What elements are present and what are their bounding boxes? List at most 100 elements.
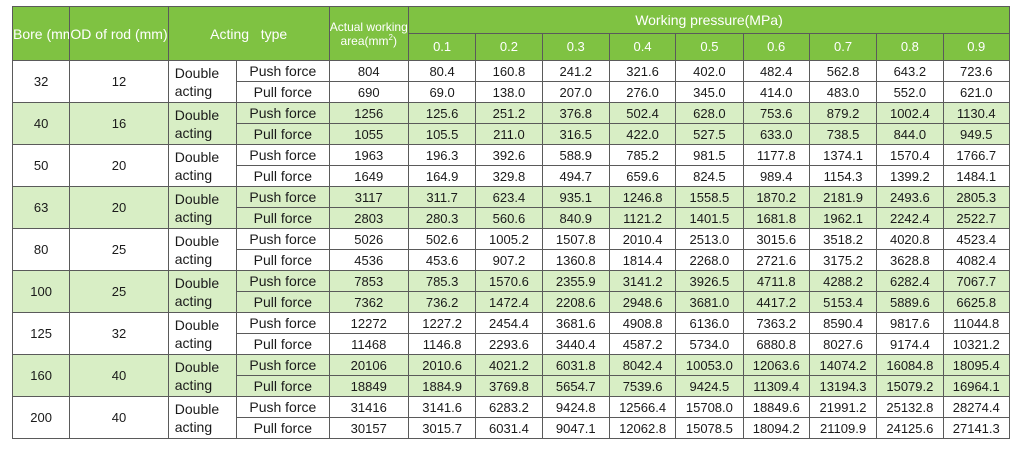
table-row: 200 40 Double acting Push force 31416 3141.6 6… (11, 396, 1011, 439)
force-value-cell: 981.5 (675, 144, 744, 166)
force-value-cell: 69.0 (407, 81, 477, 103)
force-value-cell: 1374.1 (808, 144, 878, 166)
rod-od-cell: 40 (69, 354, 169, 397)
header-bore: Bore (mm) (11, 6, 71, 61)
cylinder-force-table: Bore (mm) OD of rod (mm) Acting type Act… (11, 6, 1011, 439)
table-row: 50 20 Double acting Push force 1963 196.3 392.… (11, 144, 1011, 187)
header-working-area: Actual working area(mm2) (328, 6, 409, 61)
force-value-cell: 402.0 (675, 60, 744, 82)
area-cell: 7853 (328, 270, 409, 292)
header-pressure-7: 0.8 (876, 33, 944, 61)
force-value-cell: 6283.2 (475, 396, 543, 418)
table-row: Pull force 1649 164.9 329.8 494.7 659.6 824.5 9… (13, 165, 1011, 187)
pull-force-label: Pull force (236, 333, 330, 355)
force-value-cell: 1870.2 (742, 186, 810, 208)
force-value-cell: 1766.7 (942, 144, 1011, 166)
header-area-close: ) (392, 33, 397, 48)
force-value-cell: 2010.6 (407, 354, 477, 376)
force-value-cell: 785.2 (608, 144, 677, 166)
acting-cell: Double acting (167, 312, 238, 355)
force-value-cell: 12062.8 (608, 417, 677, 439)
force-value-cell: 11309.4 (742, 375, 810, 397)
table-row: Pull force 2803 280.3 560.6 840.9 1121.2 1401.… (13, 207, 1011, 229)
force-value-cell: 80.4 (407, 60, 477, 82)
force-value-cell: 4587.2 (608, 333, 677, 355)
force-value-cell: 4417.2 (742, 291, 810, 313)
rod-od-cell: 20 (69, 186, 169, 229)
force-value-cell: 1154.3 (808, 165, 878, 187)
pull-force-label: Pull force (236, 207, 330, 229)
area-cell: 2803 (328, 207, 409, 229)
force-value-cell: 105.5 (407, 123, 477, 145)
force-value-cell: 8042.4 (608, 354, 677, 376)
force-value-cell: 241.2 (541, 60, 610, 82)
force-value-cell: 502.4 (608, 102, 677, 124)
bore-cell: 200 (11, 396, 71, 439)
force-value-cell: 1570.4 (876, 144, 944, 166)
force-value-cell: 4021.2 (475, 354, 543, 376)
force-value-cell: 2522.7 (942, 207, 1011, 229)
force-value-cell: 949.5 (942, 123, 1011, 145)
force-value-cell: 25132.8 (876, 396, 944, 418)
force-value-cell: 376.8 (541, 102, 610, 124)
force-value-cell: 2181.9 (808, 186, 878, 208)
force-value-cell: 12566.4 (608, 396, 677, 418)
table-row: Pull force 11468 1146.8 2293.6 3440.4 4587.2 5… (13, 333, 1011, 355)
force-value-cell: 844.0 (876, 123, 944, 145)
bore-cell: 160 (11, 354, 71, 397)
force-value-cell: 164.9 (407, 165, 477, 187)
header-area-line2: area(mm (340, 33, 389, 48)
force-value-cell: 1360.8 (541, 249, 610, 271)
force-value-cell: 21991.2 (808, 396, 878, 418)
force-value-cell: 5654.7 (541, 375, 610, 397)
pull-force-label: Pull force (236, 249, 330, 271)
push-force-label: Push force (236, 312, 330, 334)
force-value-cell: 6282.4 (876, 270, 944, 292)
push-force-label: Push force (236, 270, 330, 292)
force-value-cell: 2805.3 (942, 186, 1011, 208)
table-row: Pull force 1055 105.5 211.0 316.5 422.0 527.5 6… (13, 123, 1011, 145)
acting-cell: Double acting (167, 354, 238, 397)
area-cell: 5026 (328, 228, 409, 250)
acting-cell: Double acting (167, 144, 238, 187)
push-force-label: Push force (236, 102, 330, 124)
acting-cell: Double acting (167, 396, 238, 439)
header-pressure-0: 0.1 (407, 33, 477, 61)
table-row: Pull force 4536 453.6 907.2 1360.8 1814.4 2268… (13, 249, 1011, 271)
force-value-cell: 13194.3 (808, 375, 878, 397)
table-row: 160 40 Double acting Push force 20106 2010.6 4… (11, 354, 1011, 397)
force-value-cell: 4082.4 (942, 249, 1011, 271)
force-value-cell: 5889.6 (876, 291, 944, 313)
force-value-cell: 4020.8 (876, 228, 944, 250)
area-cell: 12272 (328, 312, 409, 334)
force-value-cell: 6625.8 (942, 291, 1011, 313)
force-value-cell: 392.6 (475, 144, 543, 166)
force-value-cell: 989.4 (742, 165, 810, 187)
force-value-cell: 27141.3 (942, 417, 1011, 439)
area-cell: 1256 (328, 102, 409, 124)
force-value-cell: 8027.6 (808, 333, 878, 355)
force-value-cell: 1130.4 (942, 102, 1011, 124)
acting-cell: Double acting (167, 186, 238, 229)
force-value-cell: 4908.8 (608, 312, 677, 334)
force-value-cell: 9047.1 (541, 417, 610, 439)
force-value-cell: 494.7 (541, 165, 610, 187)
force-value-cell: 211.0 (475, 123, 543, 145)
force-value-cell: 1005.2 (475, 228, 543, 250)
area-cell: 1649 (328, 165, 409, 187)
force-value-cell: 824.5 (675, 165, 744, 187)
force-value-cell: 3769.8 (475, 375, 543, 397)
pull-force-label: Pull force (236, 291, 330, 313)
force-value-cell: 28274.4 (942, 396, 1011, 418)
force-value-cell: 2268.0 (675, 249, 744, 271)
force-value-cell: 1146.8 (407, 333, 477, 355)
force-value-cell: 4711.8 (742, 270, 810, 292)
header-pressure-4: 0.5 (675, 33, 744, 61)
force-value-cell: 1401.5 (675, 207, 744, 229)
force-value-cell: 738.5 (808, 123, 878, 145)
header-working-pressure: Working pressure(MPa) (407, 6, 1011, 34)
force-value-cell: 621.0 (942, 81, 1011, 103)
header-pressure-8: 0.9 (942, 33, 1011, 61)
table-row: 32 12 Double acting Push force 804 80.4 160.8 2… (11, 60, 1011, 103)
pull-force-label: Pull force (236, 81, 330, 103)
